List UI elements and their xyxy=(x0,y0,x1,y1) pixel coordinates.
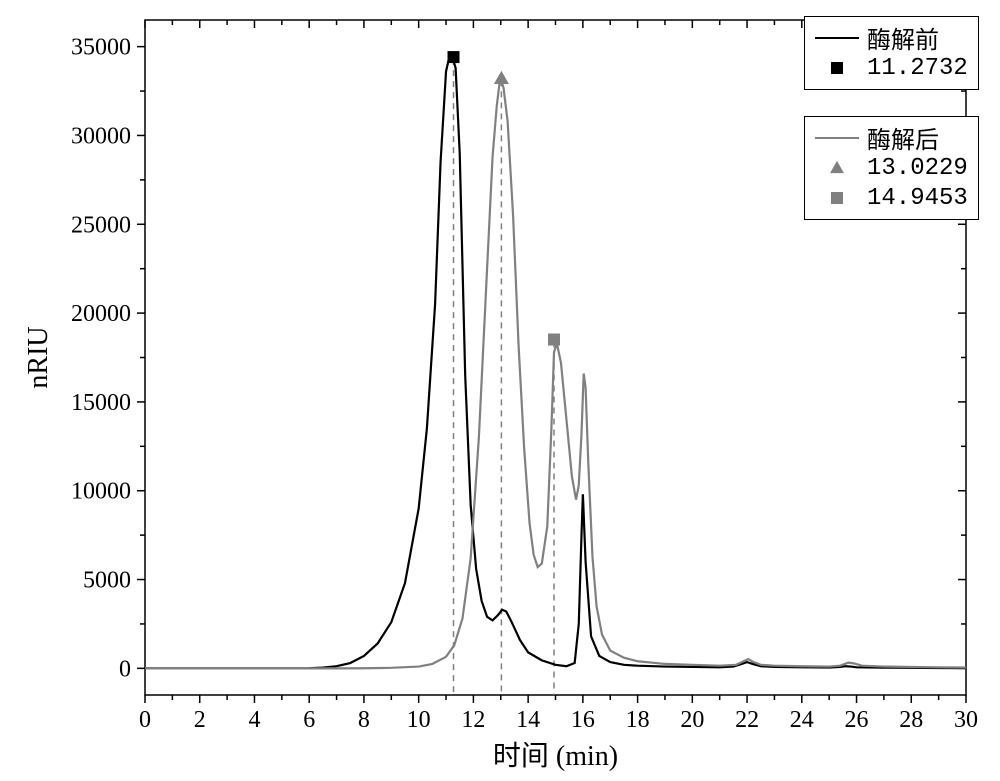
svg-text:10000: 10000 xyxy=(71,479,131,505)
legend-line-swatch xyxy=(815,137,859,139)
svg-text:0: 0 xyxy=(139,707,151,733)
y-axis-label: nRIU xyxy=(23,326,54,388)
legend-row: 11.2732 xyxy=(815,53,968,83)
svg-text:0: 0 xyxy=(119,656,131,682)
legend-label: 14.9453 xyxy=(867,185,968,212)
legend-marker-swatch xyxy=(815,158,859,178)
svg-text:16: 16 xyxy=(571,707,595,733)
svg-text:28: 28 xyxy=(899,707,923,733)
svg-text:20000: 20000 xyxy=(71,301,131,327)
legend-row: 酶解前 xyxy=(815,23,968,53)
chart-container: 0246810121416182022242628300500010000150… xyxy=(0,0,1000,776)
legend-before: 酶解前11.2732 xyxy=(804,16,979,90)
svg-text:26: 26 xyxy=(845,707,869,733)
svg-text:22: 22 xyxy=(735,707,759,733)
x-axis-label: 时间 (min) xyxy=(493,740,618,772)
svg-text:35000: 35000 xyxy=(71,35,131,61)
svg-text:15000: 15000 xyxy=(71,390,131,416)
legend-label: 酶解前 xyxy=(867,20,939,56)
legend-marker-swatch xyxy=(815,58,859,78)
svg-text:6: 6 xyxy=(303,707,315,733)
legend-after: 酶解后13.0229 14.9453 xyxy=(804,116,979,220)
svg-text:12: 12 xyxy=(461,707,485,733)
legend-label: 酶解后 xyxy=(867,120,939,156)
svg-text:5000: 5000 xyxy=(83,568,131,594)
legend-row: 13.0229 xyxy=(815,153,968,183)
svg-text:14: 14 xyxy=(516,707,540,733)
svg-text:18: 18 xyxy=(626,707,650,733)
legend-line-swatch xyxy=(815,37,859,39)
legend-row: 14.9453 xyxy=(815,183,968,213)
legend-label: 11.2732 xyxy=(867,55,968,82)
legend-label: 13.0229 xyxy=(867,155,968,182)
svg-text:30000: 30000 xyxy=(71,123,131,149)
legend-row: 酶解后 xyxy=(815,123,968,153)
svg-text:8: 8 xyxy=(358,707,370,733)
legend-marker-swatch xyxy=(815,188,859,208)
svg-text:10: 10 xyxy=(407,707,431,733)
svg-text:25000: 25000 xyxy=(71,212,131,238)
svg-text:4: 4 xyxy=(248,707,260,733)
svg-text:20: 20 xyxy=(680,707,704,733)
svg-text:30: 30 xyxy=(954,707,978,733)
svg-text:2: 2 xyxy=(194,707,206,733)
svg-text:24: 24 xyxy=(790,707,814,733)
